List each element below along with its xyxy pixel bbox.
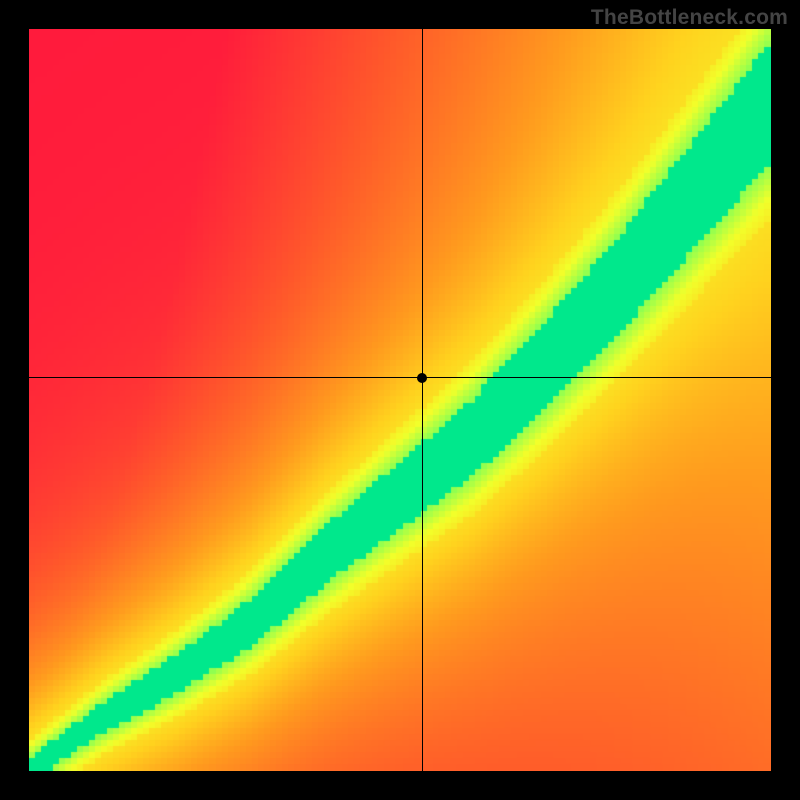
crosshair-vertical [422,29,423,771]
chart-container: TheBottleneck.com [0,0,800,800]
watermark-text: TheBottleneck.com [591,6,788,30]
crosshair-horizontal [29,377,771,378]
crosshair-marker [417,373,427,383]
heatmap-plot [29,29,771,771]
